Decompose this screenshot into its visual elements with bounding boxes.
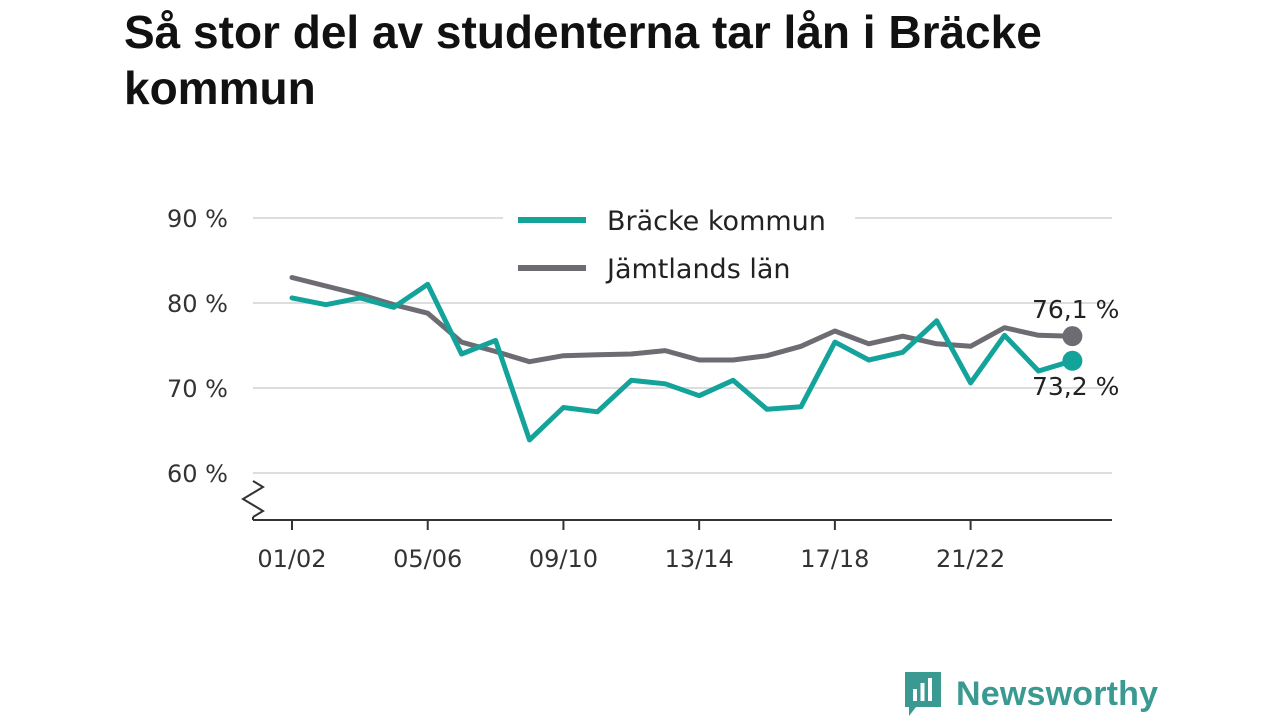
end-label-jamtland: 76,1 % [1032,295,1119,324]
legend-background [503,200,855,290]
series-lines [289,275,1083,443]
y-tick-label: 60 % [167,460,228,488]
brand-logo: Newsworthy [902,668,1158,720]
end-label-bracke: 73,2 % [1032,372,1119,401]
series-line-bracke [289,281,1075,443]
x-tick-label: 13/14 [665,545,734,573]
end-point-jamtland [1062,326,1083,347]
x-tick-label: 21/22 [936,545,1005,573]
legend-label: Bräcke kommun [607,206,826,237]
legend: Bräcke kommun Jämtlands län [503,200,855,290]
series-line-jamtland [289,275,1075,365]
y-axis-ticks: 90 % 80 % 70 % 60 % [167,205,265,520]
x-axis: 01/02 05/06 09/10 13/14 17/18 21/22 [253,519,1112,573]
newsworthy-logo-icon [905,672,941,716]
brand-name: Newsworthy [956,674,1159,713]
end-labels: 76,1 % 73,2 % [1032,295,1119,401]
y-tick-label: 90 % [167,205,228,233]
y-tick-label: 80 % [167,290,228,318]
x-tick-label: 09/10 [529,545,598,573]
axis-break-icon [241,480,265,518]
legend-label: Jämtlands län [605,254,791,285]
y-tick-label: 70 % [167,375,228,403]
x-tick-label: 01/02 [257,545,326,573]
chart-title: Så stor del av studenterna tar lån i Brä… [124,6,1042,114]
x-tick-label: 17/18 [800,545,869,573]
end-point-bracke [1062,350,1083,371]
x-tick-label: 05/06 [393,545,462,573]
